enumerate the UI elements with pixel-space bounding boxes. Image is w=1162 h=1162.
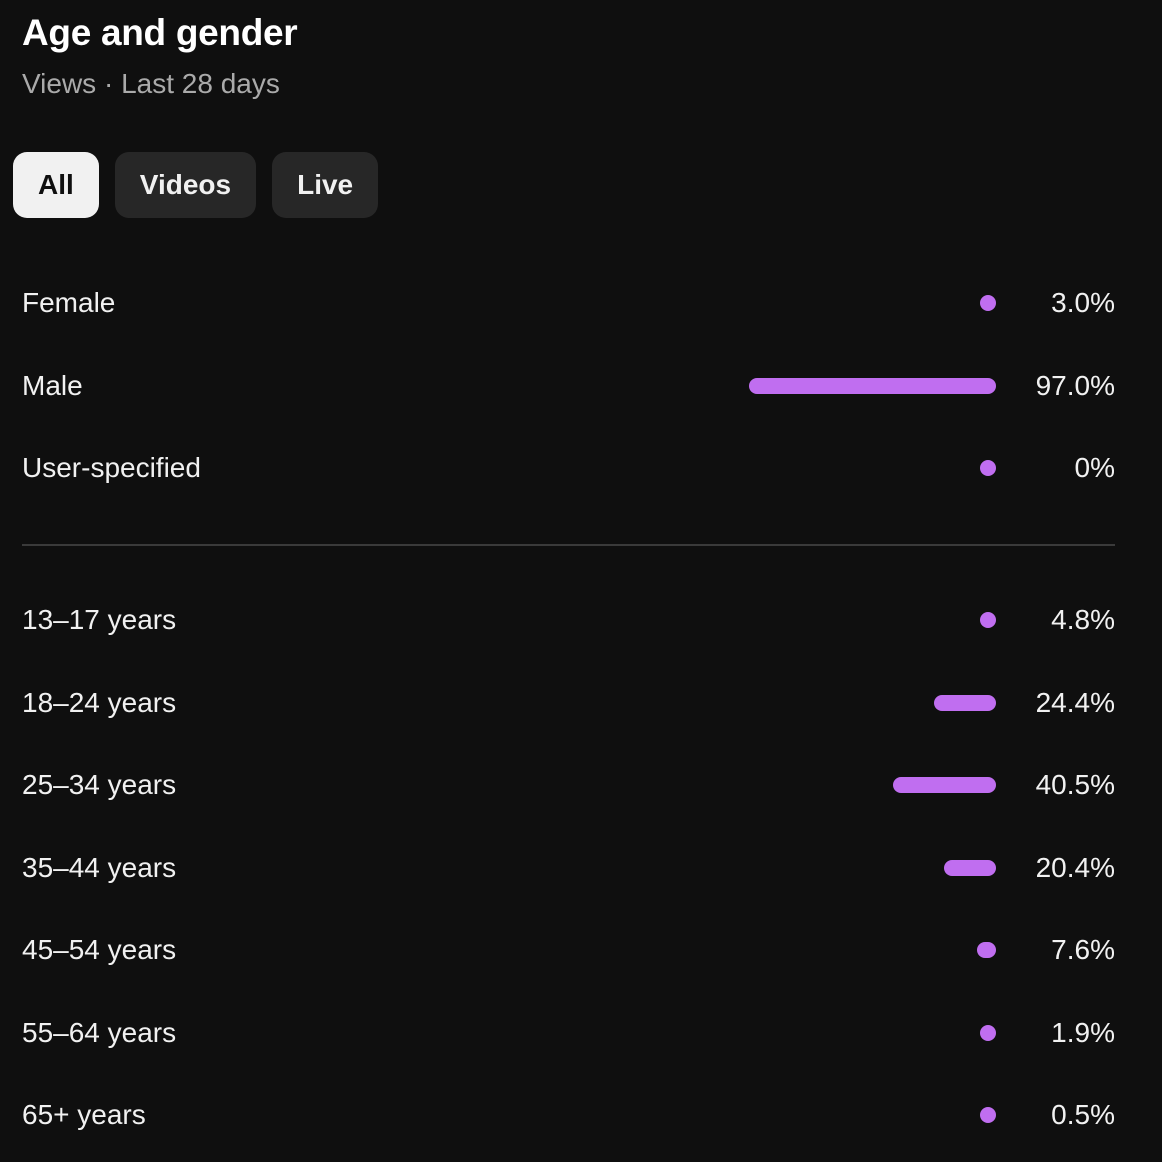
age-value: 24.4% [1035, 686, 1115, 718]
gender-label: User-specified [22, 452, 201, 484]
age-bar [980, 1107, 996, 1124]
gender-row-female: Female 3.0% [22, 262, 1115, 345]
gender-bar [980, 460, 996, 477]
age-breakdown: 13–17 years 4.8% 18–24 years 24.4% 25–34… [22, 579, 1115, 1157]
gender-bar [980, 295, 996, 312]
age-row-55-64: 55–64 years 1.9% [22, 992, 1115, 1075]
age-bar [934, 694, 996, 711]
gender-row-user-specified: User-specified 0% [22, 427, 1115, 510]
age-label: 18–24 years [22, 686, 177, 718]
age-label: 13–17 years [22, 604, 177, 636]
tab-videos[interactable]: Videos [114, 152, 257, 218]
gender-label: Female [22, 287, 116, 319]
gender-row-male: Male 97.0% [22, 345, 1115, 428]
gender-breakdown: Female 3.0% Male 97.0% User-specified 0% [22, 262, 1115, 510]
age-value: 1.9% [1051, 1016, 1115, 1048]
filter-tabs: All Videos Live [13, 152, 379, 218]
age-label: 35–44 years [22, 851, 177, 883]
tab-live[interactable]: Live [272, 152, 379, 218]
age-bar [980, 1024, 996, 1041]
age-bar [980, 612, 996, 629]
section-divider [22, 544, 1115, 546]
gender-value: 97.0% [1035, 369, 1115, 401]
gender-value: 0% [1074, 452, 1115, 484]
page-subtitle: Views · Last 28 days [22, 68, 280, 99]
age-value: 4.8% [1051, 604, 1115, 636]
gender-label: Male [22, 369, 83, 401]
age-value: 0.5% [1051, 1099, 1115, 1131]
gender-value: 3.0% [1051, 287, 1115, 319]
age-row-13-17: 13–17 years 4.8% [22, 579, 1115, 662]
age-label: 25–34 years [22, 769, 177, 801]
age-label: 45–54 years [22, 934, 177, 966]
age-bar [977, 942, 996, 959]
page-title: Age and gender [22, 12, 298, 53]
age-row-25-34: 25–34 years 40.5% [22, 744, 1115, 827]
age-row-35-44: 35–44 years 20.4% [22, 827, 1115, 910]
age-bar [893, 777, 996, 794]
age-value: 20.4% [1035, 851, 1115, 883]
tab-all[interactable]: All [13, 152, 99, 218]
gender-bar [749, 377, 996, 394]
age-value: 40.5% [1035, 769, 1115, 801]
age-row-45-54: 45–54 years 7.6% [22, 909, 1115, 992]
age-bar [944, 859, 996, 876]
age-row-65-plus: 65+ years 0.5% [22, 1074, 1115, 1157]
age-label: 55–64 years [22, 1016, 177, 1048]
age-row-18-24: 18–24 years 24.4% [22, 662, 1115, 745]
age-value: 7.6% [1051, 934, 1115, 966]
age-label: 65+ years [22, 1099, 146, 1131]
